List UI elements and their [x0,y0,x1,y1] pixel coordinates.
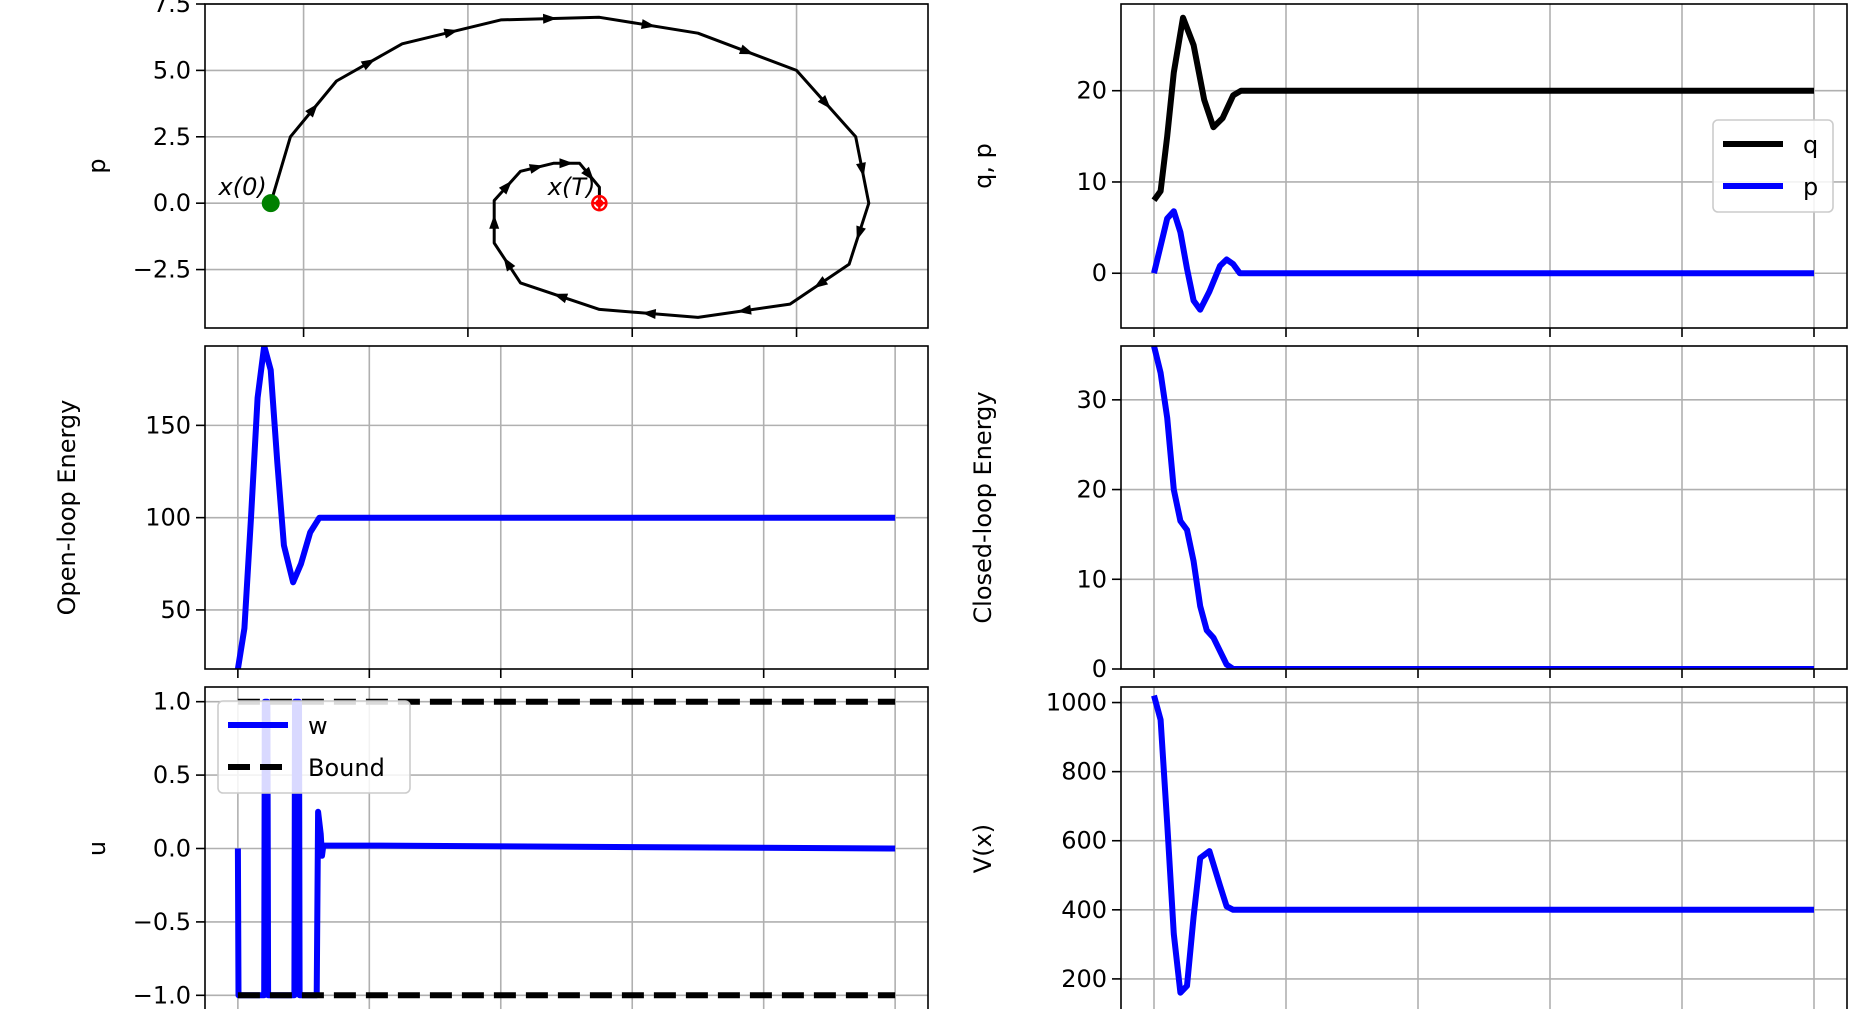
y-tick-label: 100 [145,504,191,532]
y-tick-label: 20 [1076,77,1107,105]
y-tick-label: 7.5 [153,0,191,18]
phase-portrait-axes: −2.5 0.0 2.5 5.0 7.5 p x(0) x(T) [83,0,929,337]
trajectory-arrow [542,13,558,24]
y-tick-label: 10 [1076,565,1107,593]
legend-label: Bound [308,754,385,782]
y-axis-label: p [83,158,111,173]
y-tick-label: 0 [1092,259,1107,287]
series-group [269,13,871,319]
y-tick-label: 5.0 [153,56,191,84]
y-tick-label: 10 [1076,168,1107,196]
y-tick-label: 600 [1061,827,1107,855]
y-tick-label: 150 [145,411,191,439]
y-axis-label: u [83,841,111,856]
trajectory-arrow [856,162,866,177]
legend: w Bound [217,700,411,794]
series-group [1151,694,1814,996]
trajectory-arrow [528,164,544,174]
y-tick-label: 20 [1076,476,1107,504]
axes-frame [204,345,929,670]
y-axis-label: Closed-loop Energy [969,391,997,623]
y-tick-label: −1.0 [133,981,191,1009]
axes-frame [204,686,929,1009]
control-axes: −1.0 −0.5 0.0 0.5 1.0 u w Bound [83,686,929,1009]
trajectory-arrow [641,308,657,319]
axes-frame [1120,686,1848,1009]
y-axis-label: Open-loop Energy [53,400,81,616]
trajectory-arrow [581,166,594,181]
y-tick-label: 0.0 [153,189,191,217]
y-axis-label: V(x) [969,824,997,873]
y-tick-label: −0.5 [133,908,191,936]
value-function-axes: 200 400 600 800 1000 V(x) [969,686,1848,1009]
marker-label: x(T) [547,173,596,201]
y-tick-label: 1.0 [153,688,191,716]
end-marker-dot [595,199,604,208]
trajectory-arrow [553,293,569,304]
trajectory-arrow [737,304,752,315]
trajectory-arrow [559,158,574,169]
series-line-q [1151,14,1814,202]
trajectory-arrow [443,28,459,39]
series-line-p [1151,208,1814,313]
y-tick-label: 0.5 [153,761,191,789]
y-tick-label: 800 [1061,758,1107,786]
series-group [1151,14,1814,313]
series-line [234,346,896,669]
trajectory-arrow [856,225,866,241]
series-line [1151,346,1814,669]
trajectory-arrow [498,180,512,195]
trajectory-arrow [503,257,516,272]
y-tick-label: 400 [1061,896,1107,924]
series-line [269,15,871,319]
trajectory-arrow [489,214,500,229]
trajectory-arrow [738,44,754,55]
y-tick-label: 0 [1092,655,1107,683]
series-line [1151,694,1814,996]
trajectory-arrow [305,103,318,118]
start-marker [261,194,280,213]
q-p-axes: 0 10 20 q, p qp [969,3,1848,337]
trajectory-arrow [360,58,376,71]
y-tick-label: 2.5 [153,123,191,151]
trajectory-arrow [813,276,829,289]
axes-frame [204,3,929,329]
axes-frame [1120,345,1848,670]
y-axis-label: q, p [969,143,997,189]
y-tick-label: 30 [1076,386,1107,414]
closed-loop-energy-axes: 0 10 20 30 Closed-loop Energy [969,345,1848,683]
series-group [234,346,896,669]
y-tick-label: 50 [160,596,191,624]
y-tick-label: 1000 [1046,689,1107,717]
legend-label: p [1803,173,1818,201]
legend-label: q [1803,131,1818,159]
legend-label: w [308,712,328,740]
y-tick-label: −2.5 [133,256,191,284]
open-loop-energy-axes: 50 100 150 Open-loop Energy [53,345,929,678]
marker-label: x(0) [218,173,267,201]
y-tick-label: 0.0 [153,835,191,863]
legend: qp [1712,119,1834,213]
series-group [1151,346,1814,669]
trajectory-arrow [640,19,656,30]
y-tick-label: 200 [1061,965,1107,993]
axes-frame [1120,3,1848,329]
trajectory-arrow [817,95,831,109]
